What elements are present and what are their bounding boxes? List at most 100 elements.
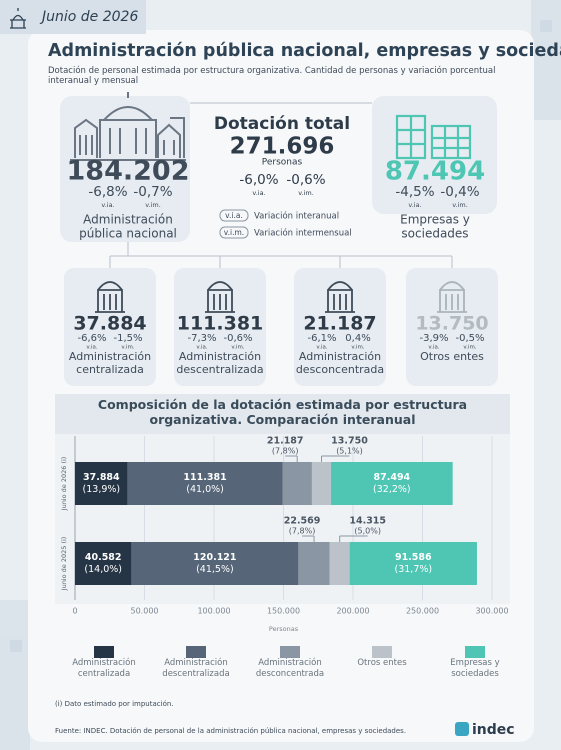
total-title: Dotación total <box>214 114 350 134</box>
label: centralizada <box>76 363 144 376</box>
via-label: v.ia. <box>252 189 265 197</box>
value-label: 40.582 <box>85 552 122 563</box>
group-empresas: 87.494 -4,5% -0,4% v.ia. v.im. Empresas … <box>385 157 485 241</box>
sub-card <box>174 268 266 386</box>
label: sociedades <box>401 227 468 241</box>
y-tick-label: Junio de 2025 (i) <box>60 537 68 592</box>
share-label: (32,2%) <box>373 484 411 495</box>
group-admin: 184.202 -6,8% -0,7% v.ia. v.im. Administ… <box>67 156 190 241</box>
icon-shape <box>205 281 235 313</box>
via-label: v.ia. <box>408 201 421 209</box>
vim-label: v.im. <box>231 345 244 351</box>
share-label: (7,8%) <box>272 447 299 456</box>
share-label: (31,7%) <box>395 564 433 575</box>
via: -3,9% <box>419 333 448 344</box>
bar-segment <box>349 542 477 585</box>
value-label: 91.586 <box>395 552 432 563</box>
label: pública nacional <box>79 227 177 241</box>
vim: 0,4% <box>345 333 370 344</box>
value-label: 21.187 <box>267 436 304 447</box>
note-badge <box>219 226 249 239</box>
vim-label: v.im. <box>121 345 134 351</box>
note-text: Variación intermensual <box>254 228 352 239</box>
note-text: Variación interanual <box>254 211 339 222</box>
share-label: (7,8%) <box>289 527 316 536</box>
x-axis-title: Personas <box>269 625 299 633</box>
legend-swatch <box>372 646 392 658</box>
value-label: 111.381 <box>183 472 226 483</box>
total-unit: Personas <box>262 158 303 168</box>
share-label: (5,0%) <box>354 527 381 536</box>
share-label: (5,1%) <box>336 447 363 456</box>
label: Empresas y <box>400 213 470 227</box>
bar-segment <box>329 542 350 585</box>
legend-swatch <box>186 646 206 658</box>
value-label: 22.569 <box>284 516 321 527</box>
legend-label: Administración centralizada <box>72 658 136 679</box>
value: 184.202 <box>67 156 190 187</box>
notes: v.i.a. Variación interanual v.i.m. Varia… <box>219 209 352 239</box>
total: Dotación total 271.696 Personas -6,0% -0… <box>214 114 350 197</box>
value: 37.884 <box>73 313 146 335</box>
building-icon <box>205 281 235 313</box>
footnote: (i) Dato estimado por imputación. <box>55 700 174 708</box>
x-tick-label: 100.000 <box>197 607 230 616</box>
via: -6,6% <box>77 333 106 344</box>
via-label: v.ia. <box>101 201 114 209</box>
legend-swatch <box>280 646 300 658</box>
label: Administración <box>179 350 261 363</box>
bar-segment <box>331 462 453 505</box>
via: -4,5% <box>395 184 434 200</box>
note-abbr: v.i.m. <box>224 228 244 237</box>
vim: -0,6% <box>286 172 325 188</box>
source: Fuente: INDEC. Dotación de personal de l… <box>55 727 406 735</box>
building-icon <box>325 281 355 313</box>
chart-title-band <box>55 394 510 434</box>
label: Administración <box>83 213 173 227</box>
legend-label: Administración desconcentrada <box>255 658 325 679</box>
bar-segment <box>127 462 283 505</box>
vim: -0,5% <box>455 333 484 344</box>
vim-label: v.im. <box>452 201 468 209</box>
chart-title: Composición de la dotación estimada por … <box>97 397 468 427</box>
legend-swatch <box>465 646 485 658</box>
label: Administración <box>299 350 381 363</box>
bar-segment <box>311 462 332 505</box>
date: Junio de 2026 <box>39 9 138 25</box>
value-label: 13.750 <box>331 436 368 447</box>
x-tick-label: 50.000 <box>131 607 159 616</box>
vim: -0,6% <box>223 333 252 344</box>
icon-shape <box>95 281 125 313</box>
via-label: v.ia. <box>196 345 207 351</box>
via: -6,0% <box>239 172 278 188</box>
panel <box>60 96 190 242</box>
label: descentralizada <box>176 363 263 376</box>
title: Administración pública nacional, empresa… <box>48 41 561 61</box>
logo: indec <box>472 722 515 738</box>
icon <box>10 8 26 29</box>
via-label: v.ia. <box>428 345 439 351</box>
vim: -1,5% <box>113 333 142 344</box>
legend-label: Administración descentralizada <box>162 658 230 679</box>
x-tick-label: 200.000 <box>336 607 369 616</box>
bar-segment <box>75 542 132 585</box>
subtitle: Dotación de personal estimada por estruc… <box>48 66 496 87</box>
via: -7,3% <box>187 333 216 344</box>
vim-label: v.im. <box>351 345 364 351</box>
vim-label: v.im. <box>145 201 161 209</box>
value: 13.750 <box>415 313 488 335</box>
bar-segment <box>75 462 128 505</box>
bar-segment <box>282 462 312 505</box>
value: 87.494 <box>385 157 485 187</box>
x-tick-label: 0 <box>72 607 77 616</box>
bar-segment <box>298 542 330 585</box>
vim-label: v.im. <box>298 189 314 197</box>
vim-label: v.im. <box>463 345 476 351</box>
sub-card <box>64 268 156 386</box>
via: -6,1% <box>307 333 336 344</box>
legend-swatch <box>94 646 114 658</box>
label: desconcentrada <box>296 363 384 376</box>
